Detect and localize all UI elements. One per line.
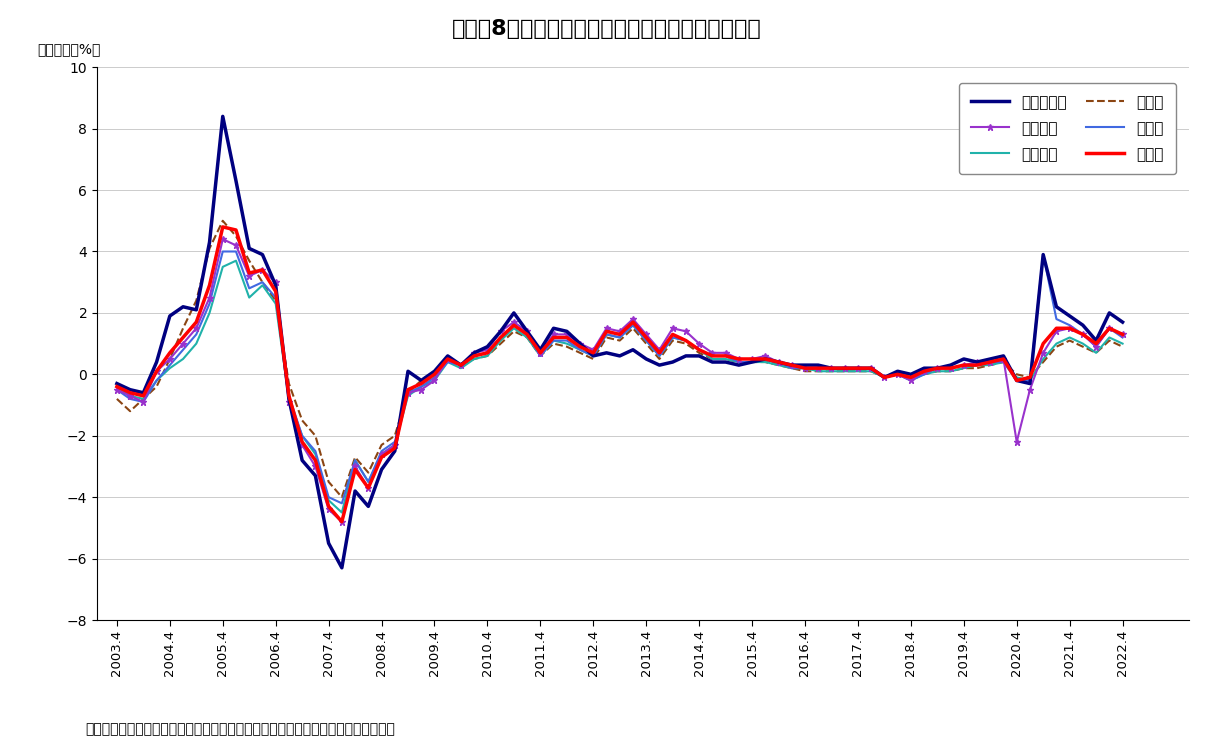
東京都下: [691, 339, 706, 348]
埼玉県: [691, 345, 706, 354]
東京都下: [467, 348, 482, 357]
東京都区部: [573, 339, 587, 348]
東京都下: [573, 339, 587, 348]
Legend: 東京都区部, 東京都下, 神奈川県, 千葉県, 埼玉県, 首都圏: 東京都区部, 東京都下, 神奈川県, 千葉県, 埼玉県, 首都圏: [959, 83, 1175, 174]
千葉県: [216, 217, 230, 226]
首都圏: [335, 517, 349, 526]
東京都下: [216, 235, 230, 244]
千葉県: [1115, 342, 1129, 351]
東京都区部: [546, 323, 560, 332]
千葉県: [335, 493, 349, 502]
東京都区部: [1115, 317, 1129, 326]
神奈川県: [321, 496, 336, 505]
首都圏: [216, 223, 230, 232]
千葉県: [546, 339, 560, 348]
首都圏: [691, 345, 706, 354]
神奈川県: [546, 336, 560, 345]
首都圏: [467, 351, 482, 360]
神奈川県: [467, 355, 482, 364]
首都圏: [321, 502, 336, 511]
埼玉県: [321, 493, 336, 502]
東京都区部: [216, 112, 230, 121]
埼玉県: [480, 348, 495, 357]
Line: 首都圏: 首都圏: [116, 227, 1122, 521]
東京都区部: [467, 348, 482, 357]
東京都区部: [480, 342, 495, 351]
神奈川県: [1115, 339, 1129, 348]
神奈川県: [109, 382, 124, 391]
埼玉県: [1115, 333, 1129, 342]
東京都下: [546, 330, 560, 339]
埼玉県: [109, 385, 124, 394]
埼玉県: [216, 247, 230, 256]
Line: 東京都区部: 東京都区部: [116, 117, 1122, 568]
東京都下: [109, 385, 124, 394]
神奈川県: [335, 508, 349, 517]
千葉県: [691, 348, 706, 357]
神奈川県: [480, 351, 495, 360]
Line: 東京都下: 東京都下: [114, 236, 1126, 525]
東京都下: [335, 517, 349, 526]
千葉県: [480, 351, 495, 360]
千葉県: [573, 348, 587, 357]
東京都区部: [335, 563, 349, 572]
東京都下: [480, 345, 495, 354]
東京都区部: [109, 379, 124, 388]
首都圏: [546, 333, 560, 342]
Line: 埼玉県: 埼玉県: [116, 252, 1122, 503]
東京都下: [1115, 330, 1129, 339]
神奈川県: [229, 256, 244, 265]
東京都下: [321, 505, 336, 514]
千葉県: [109, 394, 124, 403]
東京都区部: [691, 351, 706, 360]
Line: 千葉県: 千葉県: [116, 221, 1122, 498]
千葉県: [467, 355, 482, 364]
神奈川県: [691, 345, 706, 354]
埼玉県: [467, 351, 482, 360]
Text: （出所）野村不動産ソリューションズの公表データよりニッセイ基礎研究所が作成: （出所）野村不動産ソリューションズの公表データよりニッセイ基礎研究所が作成: [85, 722, 394, 736]
埼玉県: [335, 499, 349, 508]
首都圏: [109, 382, 124, 391]
Line: 神奈川県: 神奈川県: [116, 261, 1122, 512]
首都圏: [480, 348, 495, 357]
埼玉県: [546, 336, 560, 345]
千葉県: [321, 477, 336, 486]
Text: 図表－8　首都圏の住宅地価格（変動率、前期比）: 図表－8 首都圏の住宅地価格（変動率、前期比）: [451, 19, 762, 39]
首都圏: [573, 342, 587, 351]
Text: 対前期比（%）: 対前期比（%）: [38, 42, 101, 56]
神奈川県: [573, 345, 587, 354]
埼玉県: [573, 345, 587, 354]
首都圏: [1115, 330, 1129, 339]
東京都区部: [321, 539, 336, 548]
